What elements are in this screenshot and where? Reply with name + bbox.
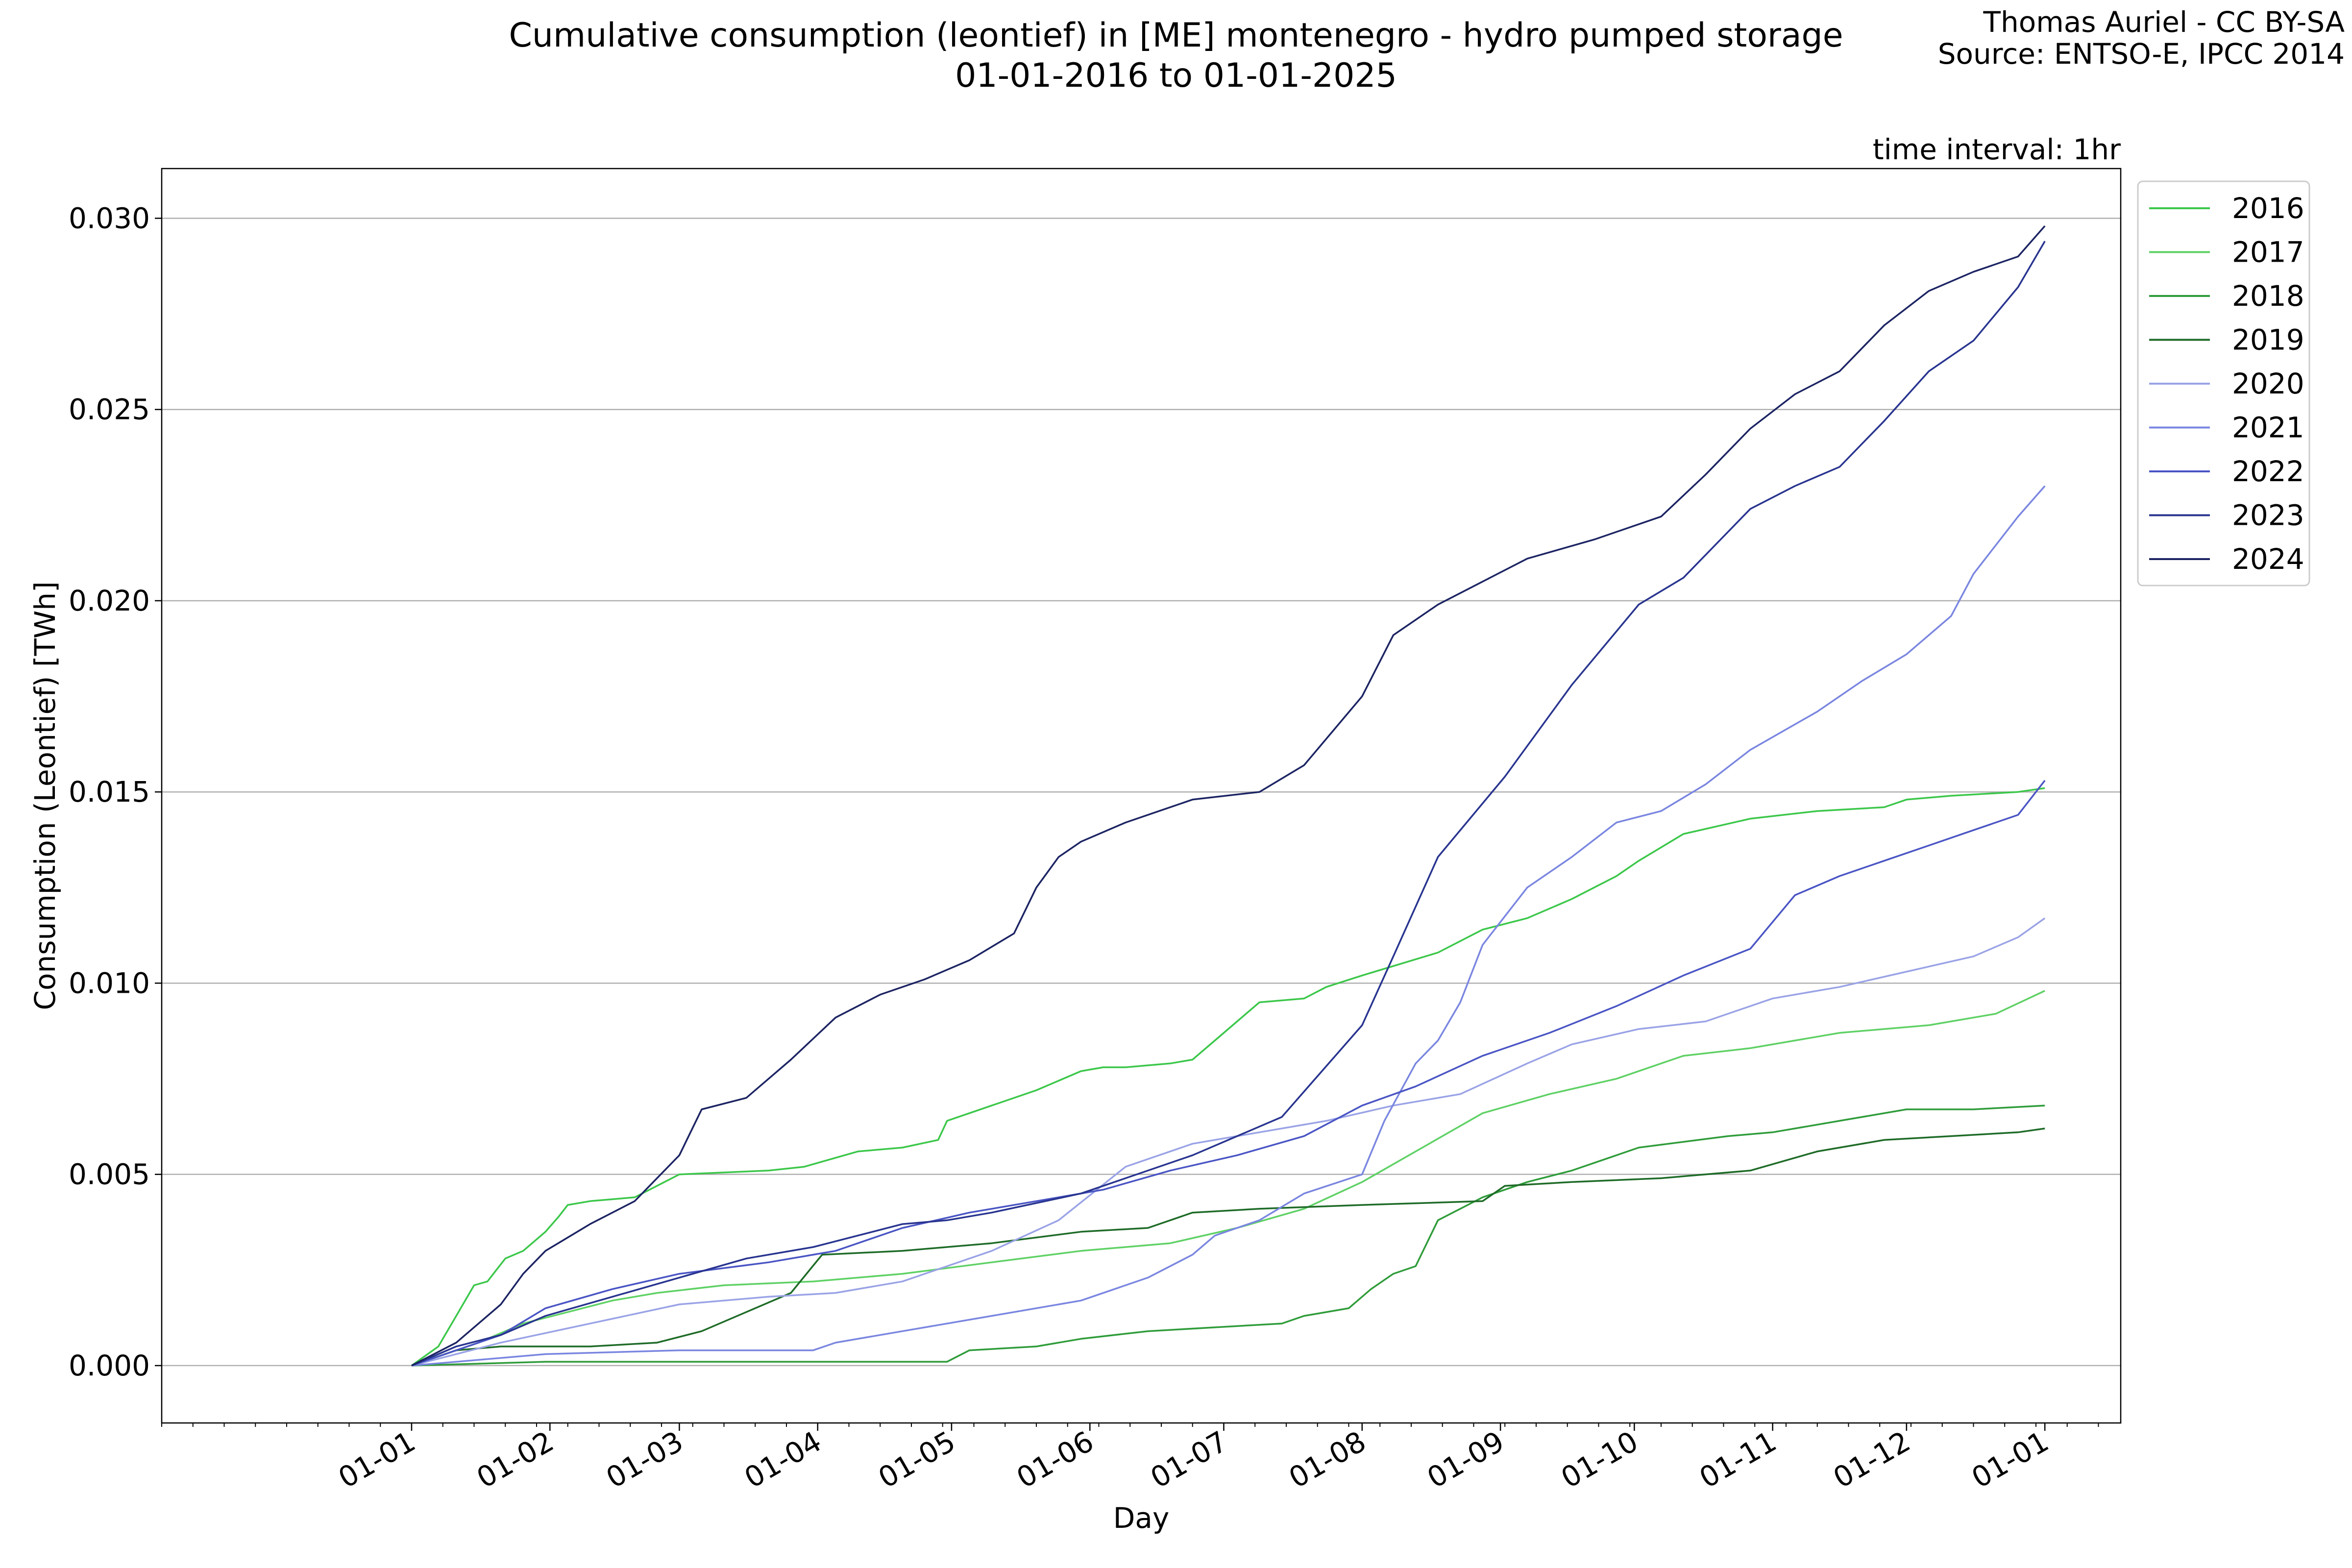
chart-header: Cumulative consumption (leontief) in [ME… [509,5,2345,95]
grid-lines [162,218,2121,1367]
legend-item-2019: 2019 [2149,323,2304,357]
x-tick-label-3: 01-04 [739,1424,827,1494]
y-tick-label-4: 0.020 [69,584,150,617]
y-tick-label-3: 0.015 [69,775,150,808]
legend-label-2022: 2022 [2232,455,2304,488]
x-tick-label-7: 01-08 [1283,1424,1372,1494]
legend-label-2023: 2023 [2232,499,2304,532]
legend-label-2020: 2020 [2232,367,2304,400]
x-tick-label-1: 01-02 [471,1424,559,1494]
legend: 2016 2017 2018 2019 2020 2021 2022 2023 2024 [2137,180,2310,587]
legend-label-2017: 2017 [2232,236,2304,269]
legend-item-2024: 2024 [2149,542,2304,576]
x-axis: 01-01 01-02 01-03 01-04 01-05 01-06 01-07 01-08… [161,1423,2099,1494]
y-tick-label-5: 0.025 [69,393,150,426]
x-tick-label-0: 01-01 [333,1424,421,1494]
x-tick-label-11: 01-12 [1828,1424,1916,1494]
x-tick-label-12: 01-01 [1966,1424,2054,1494]
series-line-2016 [411,787,2045,1367]
series-line-2020 [411,917,2046,1367]
x-tick-label-2: 01-03 [600,1424,688,1494]
plot-frame [161,168,2122,1424]
series-line-2021 [411,485,2046,1367]
y-tick-label-2: 0.010 [69,966,150,1000]
legend-item-2016: 2016 [2149,192,2304,225]
x-tick-label-6: 01-07 [1145,1424,1233,1494]
chart-subtitle: 01-01-2016 to 01-01-2025 [955,56,1397,95]
legend-label-2021: 2021 [2232,411,2304,444]
y-tick-label-6: 0.030 [69,201,150,235]
series-line-2018 [411,1104,2045,1367]
x-axis-label: Day [1113,1501,1170,1535]
x-tick-label-9: 01-10 [1555,1424,1643,1494]
legend-label-2024: 2024 [2232,542,2304,576]
series-line-2023 [411,241,2046,1367]
series-line-2022 [411,780,2046,1367]
legend-item-2020: 2020 [2149,367,2304,400]
y-axis: 0.000 0.005 0.010 0.015 0.020 0.025 0.030 [69,201,162,1382]
legend-label-2018: 2018 [2232,279,2304,313]
legend-item-2022: 2022 [2149,455,2304,488]
legend-item-2018: 2018 [2149,279,2304,313]
source-text: Source: ENTSO-E, IPCC 2014 [1938,37,2345,71]
legend-entries: 2016 2017 2018 2019 2020 2021 2022 2023 2024 [2149,192,2304,576]
y-tick-label-1: 0.005 [69,1158,150,1191]
x-tick-label-8: 01-09 [1421,1424,1510,1494]
y-tick-label-0: 0.000 [69,1349,150,1382]
legend-item-2021: 2021 [2149,411,2304,444]
time-interval-annotation: time interval: 1hr [1873,133,2121,166]
chart-title: Cumulative consumption (leontief) in [ME… [509,16,1843,55]
legend-item-2023: 2023 [2149,499,2304,532]
x-tick-label-4: 01-05 [873,1424,961,1494]
series-line-2024 [411,225,2046,1367]
legend-label-2019: 2019 [2232,323,2304,357]
series-lines [411,225,2046,1367]
credit-text: Thomas Auriel - CC BY-SA [1983,5,2345,39]
x-tick-label-10: 01-11 [1694,1424,1782,1494]
y-axis-label: Consumption (Leontief) [TWh] [28,581,62,1010]
series-line-2019 [411,1127,2045,1367]
legend-item-2017: 2017 [2149,236,2304,269]
legend-label-2016: 2016 [2232,192,2304,225]
x-tick-label-5: 01-06 [1011,1424,1099,1494]
legend-frame [2137,180,2310,587]
plot-area: 0.000 0.005 0.010 0.015 0.020 0.025 0.030 01-0… [69,133,2122,1494]
